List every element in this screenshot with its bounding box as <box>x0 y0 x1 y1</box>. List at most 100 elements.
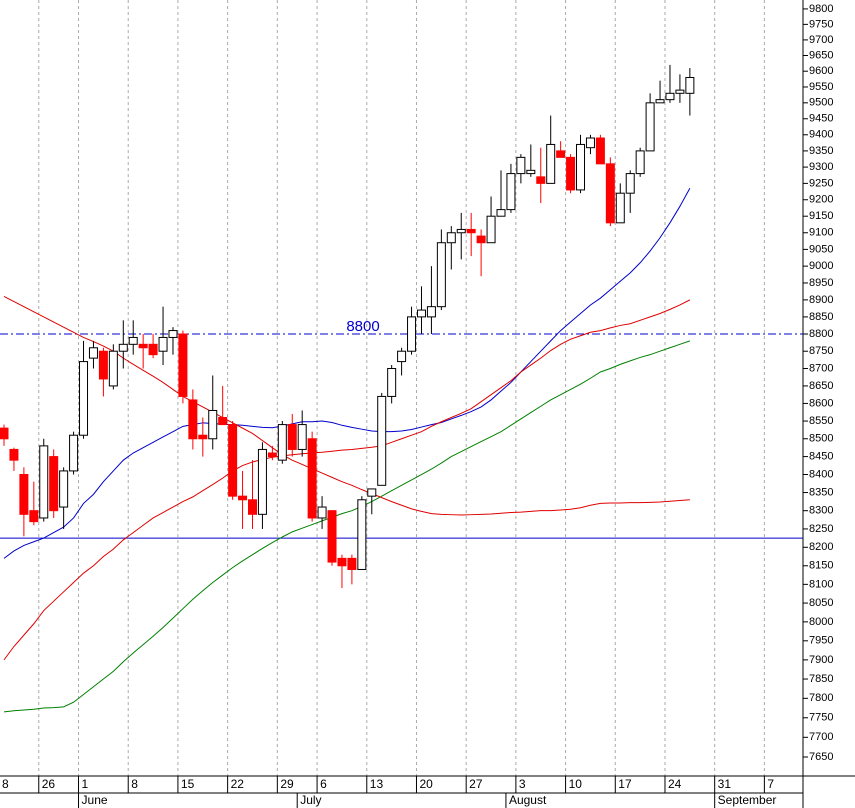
month-label: September <box>718 793 777 807</box>
y-tick-label: 8450 <box>809 450 833 462</box>
candle-body <box>595 137 605 165</box>
candle-body <box>496 209 506 217</box>
candle-body <box>566 156 576 191</box>
y-tick-label: 9050 <box>809 243 833 255</box>
y-tick-label: 8600 <box>809 397 833 409</box>
x-tick-label: 8 <box>131 777 138 791</box>
ma-line <box>3 296 690 516</box>
reference-label: 8800 <box>346 318 379 335</box>
y-tick-label: 7850 <box>809 673 833 685</box>
x-tick-label: 6 <box>320 777 327 791</box>
candle-body <box>605 163 615 224</box>
candle-body <box>228 424 238 497</box>
candle-body <box>446 232 456 244</box>
candle-body <box>79 361 89 436</box>
candle-body <box>317 506 327 519</box>
y-tick-label: 7700 <box>809 731 833 743</box>
candle-body <box>148 343 158 356</box>
y-tick-label: 9700 <box>809 34 833 46</box>
x-tick-label: 22 <box>231 777 245 791</box>
candle-body <box>377 395 387 486</box>
candle-body <box>297 424 307 450</box>
candle-body <box>337 557 347 567</box>
candle-body <box>347 557 357 570</box>
candle-body <box>208 409 218 440</box>
x-tick-label: 3 <box>519 777 526 791</box>
candle-body <box>49 456 59 512</box>
ma-line <box>3 188 691 559</box>
candle-body <box>476 235 486 244</box>
candle-body <box>585 137 595 149</box>
candle-body <box>436 242 446 308</box>
candle-body <box>39 445 49 519</box>
x-tick-label: 27 <box>469 777 483 791</box>
candle-body <box>277 424 287 461</box>
candle-body <box>466 228 476 234</box>
x-tick-label: 1 <box>82 777 89 791</box>
x-tick-label: 8 <box>2 777 9 791</box>
y-tick-label: 9100 <box>809 227 833 239</box>
candle-body <box>118 343 128 352</box>
candle-body <box>307 438 317 519</box>
candle-body <box>168 330 178 338</box>
y-tick-label: 9000 <box>809 260 833 272</box>
candle-body <box>0 427 9 440</box>
y-tick-label: 9550 <box>809 81 833 93</box>
y-tick-label: 8950 <box>809 277 833 289</box>
y-tick-label: 8500 <box>809 433 833 445</box>
candle-body <box>98 350 108 380</box>
candle-body <box>615 192 625 224</box>
candle-body <box>486 215 496 244</box>
candle-body <box>158 336 168 352</box>
x-tick-label: 13 <box>370 777 384 791</box>
y-tick-label: 8650 <box>809 380 833 392</box>
y-tick-label: 8200 <box>809 541 833 553</box>
y-tick-label: 8300 <box>809 505 833 517</box>
candle-body <box>69 434 79 472</box>
y-tick-label: 7650 <box>809 751 833 763</box>
y-tick-label: 8900 <box>809 294 833 306</box>
candle-body <box>188 399 198 440</box>
candle-body <box>635 150 645 175</box>
y-tick-label: 8250 <box>809 523 833 535</box>
x-tick-label: 17 <box>618 777 632 791</box>
candle-body <box>9 448 19 461</box>
y-tick-label: 7950 <box>809 635 833 647</box>
candle-body <box>456 228 466 234</box>
y-tick-label: 8550 <box>809 415 833 427</box>
candle-body <box>238 495 248 501</box>
candle-body <box>506 173 516 211</box>
x-tick-label: 10 <box>569 777 583 791</box>
y-tick-label: 8050 <box>809 597 833 609</box>
plot-area <box>0 0 803 776</box>
y-tick-label: 7750 <box>809 712 833 724</box>
candle-body <box>257 448 267 515</box>
month-label: July <box>300 793 321 807</box>
y-tick-label: 8400 <box>809 468 833 480</box>
candle-body <box>88 347 98 359</box>
candle-body <box>655 99 665 104</box>
candle-body <box>178 333 188 397</box>
candle-body <box>556 150 566 158</box>
y-tick-label: 9800 <box>809 3 833 15</box>
candle-body <box>327 510 337 563</box>
y-tick-label: 8150 <box>809 560 833 572</box>
candle-body <box>59 470 69 508</box>
x-tick-label: 29 <box>280 777 294 791</box>
ma-line <box>3 340 691 713</box>
candle-body <box>516 156 526 175</box>
candle-body <box>248 499 257 515</box>
y-tick-label: 7800 <box>809 692 833 704</box>
candle-body <box>128 336 138 345</box>
y-tick-label: 9300 <box>809 161 833 173</box>
candle-body <box>19 474 29 515</box>
x-tick-label: 20 <box>419 777 433 791</box>
candle-body <box>625 173 635 194</box>
candle-body <box>546 143 556 184</box>
candle-body <box>367 488 377 497</box>
x-tick-label: 7 <box>767 777 774 791</box>
y-tick-label: 8800 <box>809 328 833 340</box>
candle-body <box>426 306 436 318</box>
